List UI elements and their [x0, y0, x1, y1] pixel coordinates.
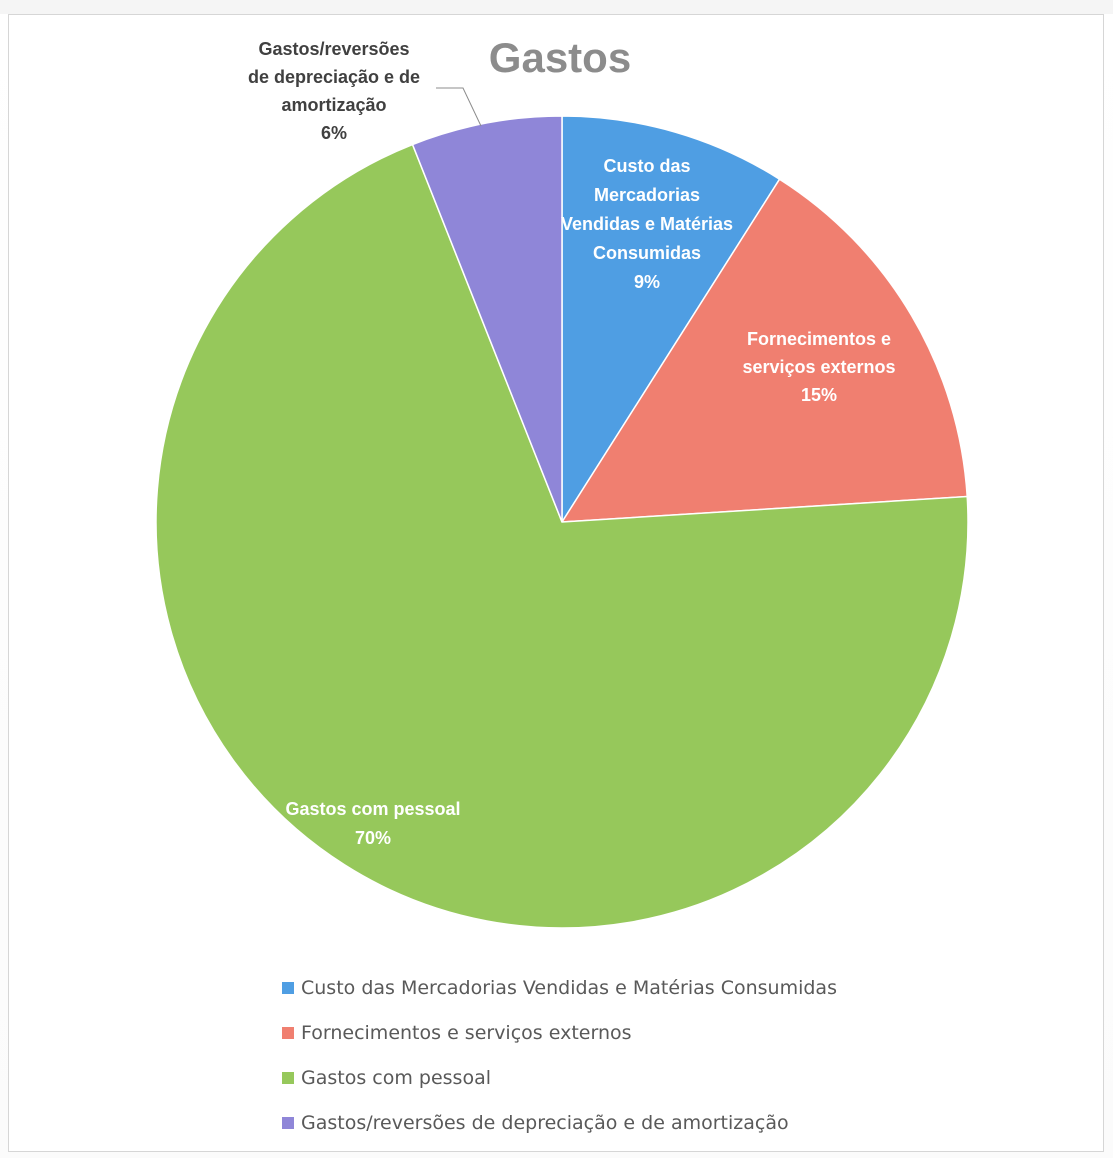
legend-swatch-custo-mercadorias [282, 981, 294, 994]
legend-label-fornecimentos: Fornecimentos e serviços externos [301, 1021, 632, 1044]
slice-depreciacao [411, 115, 563, 523]
chart-title: Gastos [489, 34, 631, 81]
label-custo-mercadorias: Custo das Mercadorias Vendidas e Matérias C… [561, 156, 733, 292]
depreciation-label-leader-line [436, 87, 482, 127]
legend-item-depreciacao: Gastos/reversões de depreciação e de amo… [282, 1100, 982, 1145]
legend-swatch-fornecimentos [282, 1026, 294, 1039]
pie-slices [155, 115, 969, 929]
legend-label-depreciacao: Gastos/reversões de depreciação e de amo… [301, 1111, 789, 1134]
legend-item-gastos-pessoal: Gastos com pessoal [282, 1055, 982, 1100]
slice-gastos-pessoal [155, 143, 969, 929]
label-gastos-pessoal: Gastos com pessoal 70% [285, 799, 460, 848]
label-fornecimentos: Fornecimentos e serviços externos 15% [742, 329, 895, 405]
slice-custo-mercadorias [561, 115, 781, 525]
legend-label-custo-mercadorias: Custo das Mercadorias Vendidas e Matéria… [301, 976, 837, 999]
pie-labels: Custo das Mercadorias Vendidas e Matérias C… [248, 39, 896, 848]
chart-legend: Custo das Mercadorias Vendidas e Matéria… [282, 965, 982, 1145]
slice-fornecimentos [560, 178, 968, 523]
legend-item-fornecimentos: Fornecimentos e serviços externos [282, 1010, 982, 1055]
legend-label-gastos-pessoal: Gastos com pessoal [301, 1066, 491, 1089]
label-depreciacao: Gastos/reversões de depreciação e de amort… [248, 39, 420, 143]
legend-item-custo-mercadorias: Custo das Mercadorias Vendidas e Matéria… [282, 965, 982, 1010]
legend-swatch-depreciacao [282, 1116, 294, 1129]
top-background-strip [0, 0, 1113, 14]
legend-swatch-gastos-pessoal [282, 1071, 294, 1084]
